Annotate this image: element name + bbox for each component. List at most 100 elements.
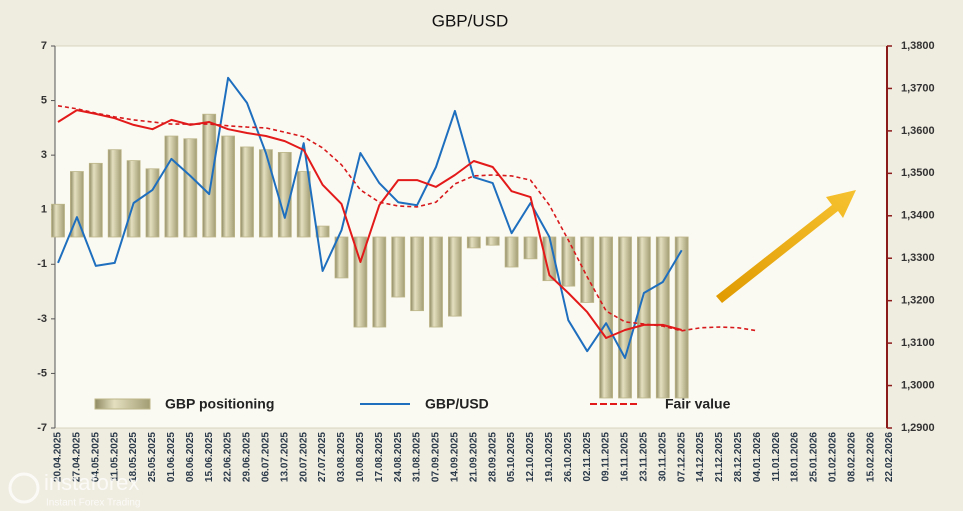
x-tick-label: 22.02.2026 [884, 432, 895, 482]
bar [107, 149, 122, 238]
y-tick-label: 7 [41, 40, 47, 52]
x-tick-label: 01.02.2026 [828, 432, 839, 482]
legend-label: GBP/USD [425, 396, 489, 412]
x-tick-label: 20.07.2025 [298, 432, 309, 482]
bar [51, 203, 65, 238]
x-tick-label: 20.04.2025 [53, 432, 64, 482]
bar [145, 168, 160, 238]
bar [599, 236, 613, 399]
bar [410, 236, 425, 312]
y2-tick-label: 1,3300 [901, 252, 935, 264]
bar [334, 236, 349, 279]
x-tick-label: 09.11.2025 [601, 432, 612, 482]
bar [391, 236, 406, 298]
chart-title: GBP/USD [432, 11, 509, 30]
y2-tick-label: 1,3200 [901, 295, 935, 307]
y2-tick-label: 1,3700 [901, 82, 935, 94]
y-tick-label: -7 [37, 422, 47, 434]
y2-tick-label: 1,3100 [901, 337, 935, 349]
bar [277, 152, 292, 238]
bar [70, 171, 84, 238]
x-tick-label: 06.07.2025 [261, 432, 272, 482]
y2-tick-label: 1,3000 [901, 379, 935, 391]
x-tick-label: 01.06.2025 [166, 432, 177, 482]
bar [183, 138, 198, 238]
legend-swatch [94, 398, 151, 410]
bar [372, 236, 387, 328]
x-tick-label: 28.09.2025 [487, 432, 498, 482]
bar [447, 236, 462, 317]
y-tick-label: 1 [41, 204, 47, 216]
bar [240, 146, 254, 238]
x-tick-label: 15.06.2025 [204, 432, 215, 482]
dashed-line [57, 105, 758, 332]
x-tick-label: 14.12.2025 [695, 432, 706, 482]
y-tick-label: -5 [37, 367, 47, 379]
bar [429, 236, 443, 328]
bar [221, 135, 236, 238]
x-tick-label: 11.05.2025 [109, 432, 120, 482]
x-tick-label: 04.01.2026 [752, 432, 763, 482]
bar [618, 236, 632, 399]
x-tick-label: 21.12.2025 [714, 432, 725, 482]
watermark-brand: instaforex [44, 470, 139, 495]
x-tick-label: 04.05.2025 [90, 432, 101, 482]
x-tick-label: 12.10.2025 [525, 432, 536, 482]
watermark: instaforex Instant Forex Trading [8, 470, 141, 509]
bar [561, 236, 576, 287]
trend-arrow [716, 190, 856, 303]
x-tick-label: 30.11.2025 [657, 432, 668, 482]
legend-label: Fair value [665, 396, 731, 412]
x-tick-label: 28.12.2025 [733, 432, 744, 482]
bar [504, 236, 519, 268]
x-tick-label: 08.06.2025 [185, 432, 196, 482]
bar [485, 236, 500, 246]
line [57, 109, 682, 339]
x-tick-label: 14.09.2025 [450, 432, 461, 482]
x-tick-label: 18.05.2025 [128, 432, 139, 482]
watermark-tagline: Instant Forex Trading [46, 498, 141, 509]
line [57, 76, 683, 359]
x-tick-label: 17.08.2025 [374, 432, 385, 482]
bar [164, 135, 179, 238]
bar [88, 162, 103, 238]
y-tick-label: -1 [37, 258, 47, 270]
watermark-logo [8, 472, 40, 504]
bar [655, 236, 670, 399]
bar [202, 113, 217, 238]
y2-tick-label: 1,3600 [901, 125, 935, 137]
bar [674, 236, 689, 399]
x-tick-label: 07.12.2025 [676, 432, 687, 482]
y2-tick-label: 1,3400 [901, 210, 935, 222]
x-tick-label: 27.04.2025 [72, 432, 83, 482]
legend-label: GBP positioning [165, 396, 274, 412]
x-tick-label: 26.10.2025 [563, 432, 574, 482]
bar [466, 236, 481, 249]
bar [523, 236, 538, 260]
x-tick-label: 22.06.2025 [223, 432, 234, 482]
bar [296, 171, 311, 238]
x-tick-label: 27.07.2025 [317, 432, 328, 482]
y-tick-label: 5 [41, 94, 47, 106]
x-tick-label: 19.10.2025 [544, 432, 555, 482]
x-tick-label: 11.01.2026 [771, 432, 782, 482]
x-tick-label: 07.09.2025 [431, 432, 442, 482]
x-tick-label: 13.07.2025 [279, 432, 290, 482]
x-tick-label: 31.08.2025 [412, 432, 423, 482]
y2-tick-label: 1,3500 [901, 167, 935, 179]
x-tick-label: 10.08.2025 [355, 432, 366, 482]
x-tick-label: 02.11.2025 [582, 432, 593, 482]
x-tick-label: 03.08.2025 [336, 432, 347, 482]
x-tick-label: 24.08.2025 [393, 432, 404, 482]
y2-tick-label: 1,2900 [901, 422, 935, 434]
x-tick-label: 21.09.2025 [468, 432, 479, 482]
x-tick-label: 29.06.2025 [242, 432, 253, 482]
bar [637, 236, 651, 399]
x-tick-label: 16.11.2025 [620, 432, 631, 482]
x-tick-label: 18.01.2026 [790, 432, 801, 482]
y-tick-label: -3 [37, 313, 47, 325]
x-tick-label: 25.01.2026 [809, 432, 820, 482]
x-tick-label: 08.02.2026 [846, 432, 857, 482]
bar [258, 149, 273, 238]
y-tick-label: 3 [41, 149, 47, 161]
